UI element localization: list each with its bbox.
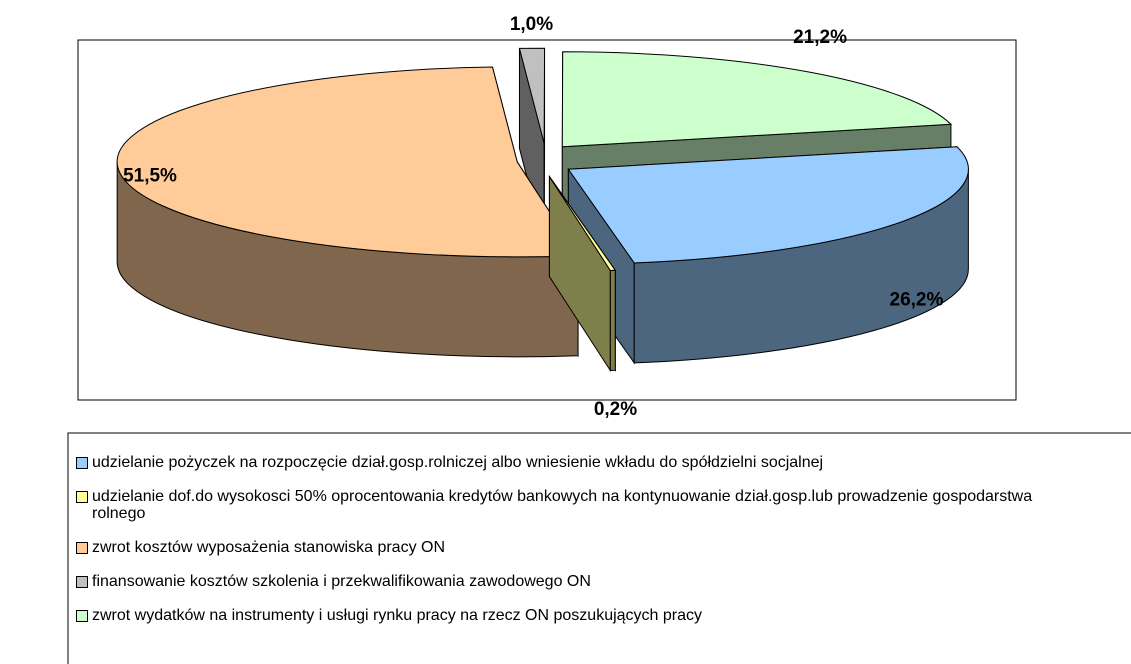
legend-swatch xyxy=(76,491,88,503)
legend-swatch xyxy=(76,457,88,469)
legend-label: udzielanie dof.do wysokosci 50% oprocent… xyxy=(92,488,1033,522)
slice xyxy=(567,146,969,264)
data-label: 1,0% xyxy=(510,14,553,35)
legend-swatch xyxy=(76,542,88,554)
legend-label: udzielanie pożyczek na rozpoczęcie dział… xyxy=(92,454,824,471)
legend-swatch xyxy=(76,610,88,622)
data-label: 26,2% xyxy=(890,289,944,310)
legend-swatch xyxy=(76,576,88,588)
legend-frame xyxy=(67,432,1131,664)
legend-label: zwrot kosztów wyposażenia stanowiska pra… xyxy=(92,539,446,556)
slice xyxy=(518,47,546,144)
data-label: 21,2% xyxy=(793,27,847,48)
plot-frame xyxy=(77,39,1017,401)
slice xyxy=(561,51,953,148)
legend-item: zwrot wydatków na instrumenty i usługi r… xyxy=(76,607,1086,624)
legend-item: zwrot kosztów wyposażenia stanowiska pra… xyxy=(76,539,1086,556)
data-label: 51,5% xyxy=(123,166,177,187)
legend-label: finansowanie kosztów szkolenia i przekwa… xyxy=(92,573,591,590)
legend-label: zwrot wydatków na instrumenty i usługi r… xyxy=(92,607,703,624)
legend-item: finansowanie kosztów szkolenia i przekwa… xyxy=(76,573,1086,590)
slice xyxy=(116,66,579,258)
slice xyxy=(549,176,617,271)
slice-wall xyxy=(609,269,616,371)
legend-item: udzielanie pożyczek na rozpoczęcie dział… xyxy=(76,454,1086,471)
data-label: 0,2% xyxy=(594,399,637,420)
legend-item: udzielanie dof.do wysokosci 50% oprocent… xyxy=(76,488,1086,522)
